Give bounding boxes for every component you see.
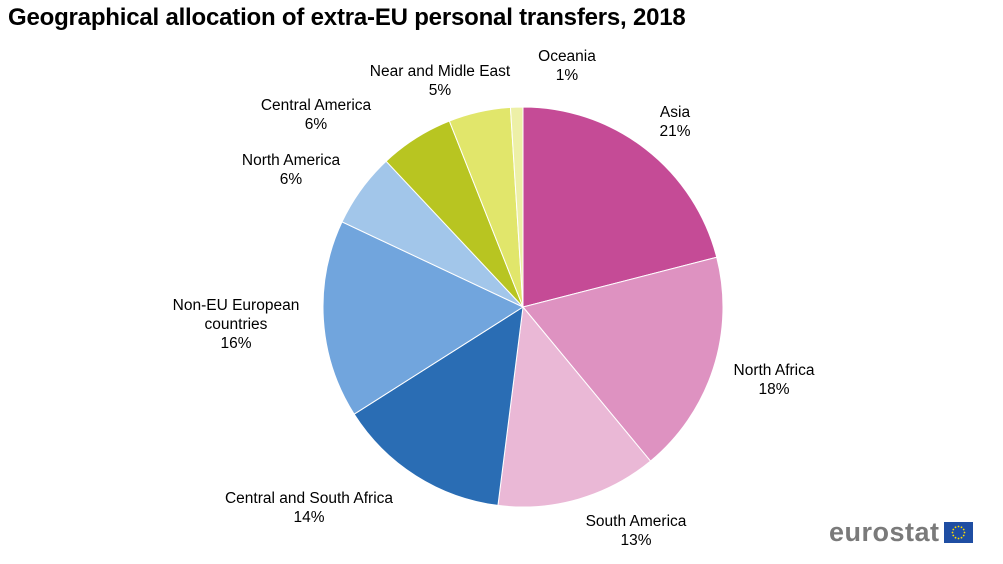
label-name: Oceania [538, 48, 596, 65]
label-name: Asia [659, 104, 691, 121]
label-value: 14% [293, 509, 325, 526]
label-value: 1% [555, 67, 579, 84]
pie-slice-non-eu-european-countries [322, 221, 525, 415]
label-value: 16% [220, 335, 252, 352]
label-value: 6% [304, 116, 328, 133]
eu-flag-icon [943, 522, 973, 543]
pie-slice-central-and-south-africa [353, 306, 524, 506]
logo-text: eurostat [829, 517, 940, 547]
label-asia: Asia 21% [659, 103, 690, 141]
label-name: Central and South Africa [224, 490, 394, 507]
label-value: 13% [620, 532, 652, 549]
pie-slice-south-america [497, 305, 652, 508]
label-central-america: Central America 6% [261, 96, 371, 134]
label-south-america: South America 13% [586, 512, 687, 550]
pie-slice-oceania [509, 106, 524, 308]
label-oceania: Oceania 1% [538, 47, 596, 85]
chart-title: Geographical allocation of extra-EU pers… [8, 4, 686, 31]
label-name: Near and Midle East [369, 63, 511, 80]
label-value: 5% [428, 82, 452, 99]
label-north-africa: North Africa 18% [734, 361, 815, 399]
eurostat-logo: eurostat [829, 517, 973, 548]
label-name: Central America [260, 97, 372, 114]
label-non-eu-european: Non-EU European countries 16% [173, 296, 300, 353]
label-value: 18% [758, 381, 790, 398]
label-near-middle-east: Near and Midle East 5% [370, 62, 510, 100]
label-value: 21% [659, 123, 691, 140]
label-name: South America [585, 513, 687, 530]
label-value: 6% [279, 171, 303, 188]
label-name: Non-EU European [172, 297, 300, 314]
pie-slice-north-africa [522, 256, 724, 462]
label-name: North America [241, 152, 341, 169]
pie-slices [322, 106, 724, 508]
label-name: North Africa [733, 362, 815, 379]
label-name-line2: countries [204, 316, 268, 333]
pie-slice-asia [522, 106, 718, 308]
label-central-south-africa: Central and South Africa 14% [225, 489, 393, 527]
label-north-america: North America 6% [242, 151, 340, 189]
